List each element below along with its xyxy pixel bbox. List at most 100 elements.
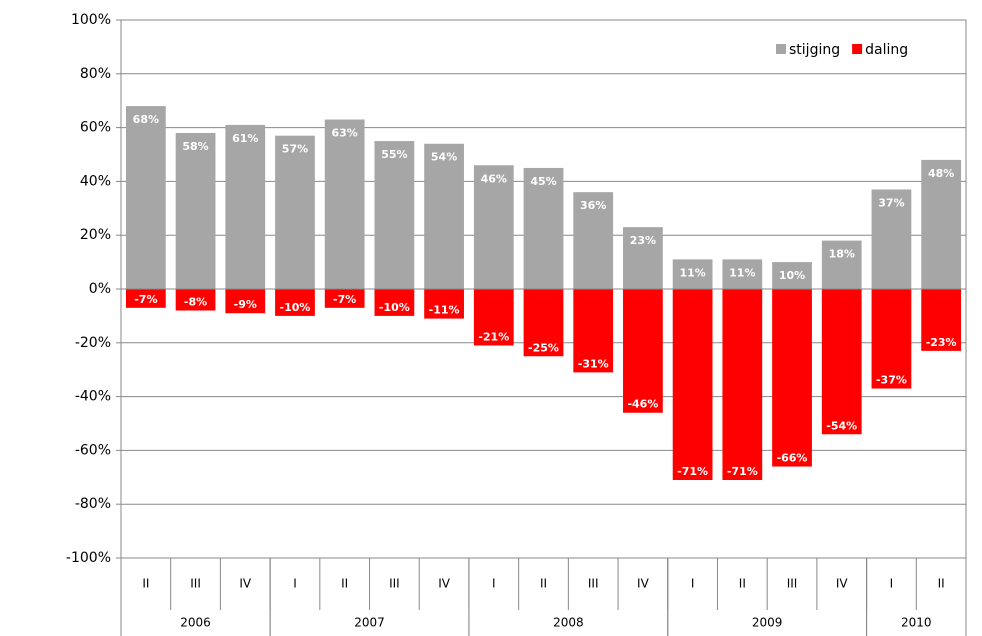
y-tick-label: -80% <box>75 496 111 512</box>
value-label: 58% <box>182 140 208 153</box>
x-group-label: 2006 <box>180 616 211 630</box>
value-label: -10% <box>379 301 410 314</box>
value-label: -66% <box>777 452 808 465</box>
value-label: 36% <box>580 199 606 212</box>
bar <box>424 143 464 289</box>
value-label: -71% <box>727 465 758 478</box>
x-group-label: 2009 <box>752 616 783 630</box>
value-label: 23% <box>630 234 656 247</box>
value-label: 11% <box>679 266 705 279</box>
bar <box>523 167 564 289</box>
value-label: 61% <box>232 132 258 145</box>
value-label: -37% <box>876 374 907 387</box>
x-tick-label: II <box>739 577 746 591</box>
x-tick-label: IV <box>239 577 252 591</box>
y-tick-label: 100% <box>71 12 111 28</box>
y-tick-label: 60% <box>80 120 111 136</box>
bar <box>672 259 713 289</box>
value-label: -21% <box>478 330 509 343</box>
value-label: -54% <box>826 419 857 432</box>
bar <box>125 106 166 289</box>
value-label: 18% <box>829 248 855 261</box>
value-label: 46% <box>481 172 507 185</box>
y-tick-label: -60% <box>75 442 111 458</box>
value-label: 48% <box>928 167 954 180</box>
bar <box>225 289 266 314</box>
bar <box>921 289 962 351</box>
x-tick-label: IV <box>637 577 650 591</box>
value-label: 55% <box>381 148 407 161</box>
value-label: 10% <box>779 269 805 282</box>
bar <box>623 227 663 289</box>
value-label: -7% <box>134 293 157 306</box>
bar <box>821 289 862 435</box>
x-tick-label: I <box>691 577 695 591</box>
x-tick-label: I <box>890 577 894 591</box>
x-tick-label: IV <box>438 577 451 591</box>
value-label: -8% <box>184 296 207 309</box>
y-tick-label: -100% <box>66 550 111 566</box>
bar <box>921 159 962 289</box>
value-label: -25% <box>528 341 559 354</box>
x-tick-label: II <box>540 577 547 591</box>
x-group-label: 2010 <box>901 616 932 630</box>
bar <box>573 192 614 289</box>
bar <box>225 124 266 289</box>
x-group-label: 2008 <box>553 616 584 630</box>
bar <box>623 289 663 413</box>
legend-label: daling <box>865 42 908 58</box>
x-tick-label: III <box>787 577 798 591</box>
legend-swatch <box>852 44 863 54</box>
bar <box>523 289 564 357</box>
bar <box>324 119 365 289</box>
bar <box>424 289 464 319</box>
bar <box>473 165 514 289</box>
bar <box>473 289 514 346</box>
x-tick-label: III <box>389 577 400 591</box>
legend-swatch <box>776 44 786 54</box>
y-tick-label: 20% <box>80 227 111 243</box>
bar <box>772 262 812 289</box>
bar <box>175 289 216 311</box>
x-tick-label: II <box>938 577 945 591</box>
bar <box>722 289 763 480</box>
value-label: -31% <box>578 357 609 370</box>
y-tick-label: 40% <box>80 173 111 189</box>
legend-label: stijging <box>789 42 840 58</box>
x-tick-label: I <box>293 577 297 591</box>
bar <box>871 189 912 289</box>
value-label: 45% <box>530 175 556 188</box>
bar <box>374 289 415 316</box>
bar <box>175 132 216 289</box>
bar <box>821 240 862 289</box>
x-tick-label: IV <box>836 577 849 591</box>
value-label: -71% <box>677 465 708 478</box>
value-label: -9% <box>234 298 257 311</box>
value-label: 37% <box>878 196 904 209</box>
bar <box>722 259 763 289</box>
x-group-label: 2007 <box>354 616 385 630</box>
value-label: 68% <box>133 113 159 126</box>
value-label: -11% <box>429 304 460 317</box>
value-label: 63% <box>332 127 358 140</box>
bar <box>573 289 614 373</box>
bar <box>275 135 315 289</box>
x-tick-label: III <box>190 577 201 591</box>
bar <box>672 289 713 480</box>
value-label: 57% <box>282 143 308 156</box>
x-tick-label: I <box>492 577 496 591</box>
bar <box>374 141 415 289</box>
x-tick-label: II <box>341 577 348 591</box>
x-tick-label: III <box>588 577 599 591</box>
y-tick-label: 0% <box>89 281 111 297</box>
value-label: 54% <box>431 151 457 164</box>
x-tick-label: II <box>142 577 149 591</box>
bar <box>871 289 912 389</box>
value-label: -10% <box>280 301 311 314</box>
value-label: 11% <box>729 266 755 279</box>
y-tick-label: 80% <box>80 66 111 82</box>
value-label: -7% <box>333 293 356 306</box>
bar <box>772 289 812 467</box>
bar <box>275 289 315 316</box>
